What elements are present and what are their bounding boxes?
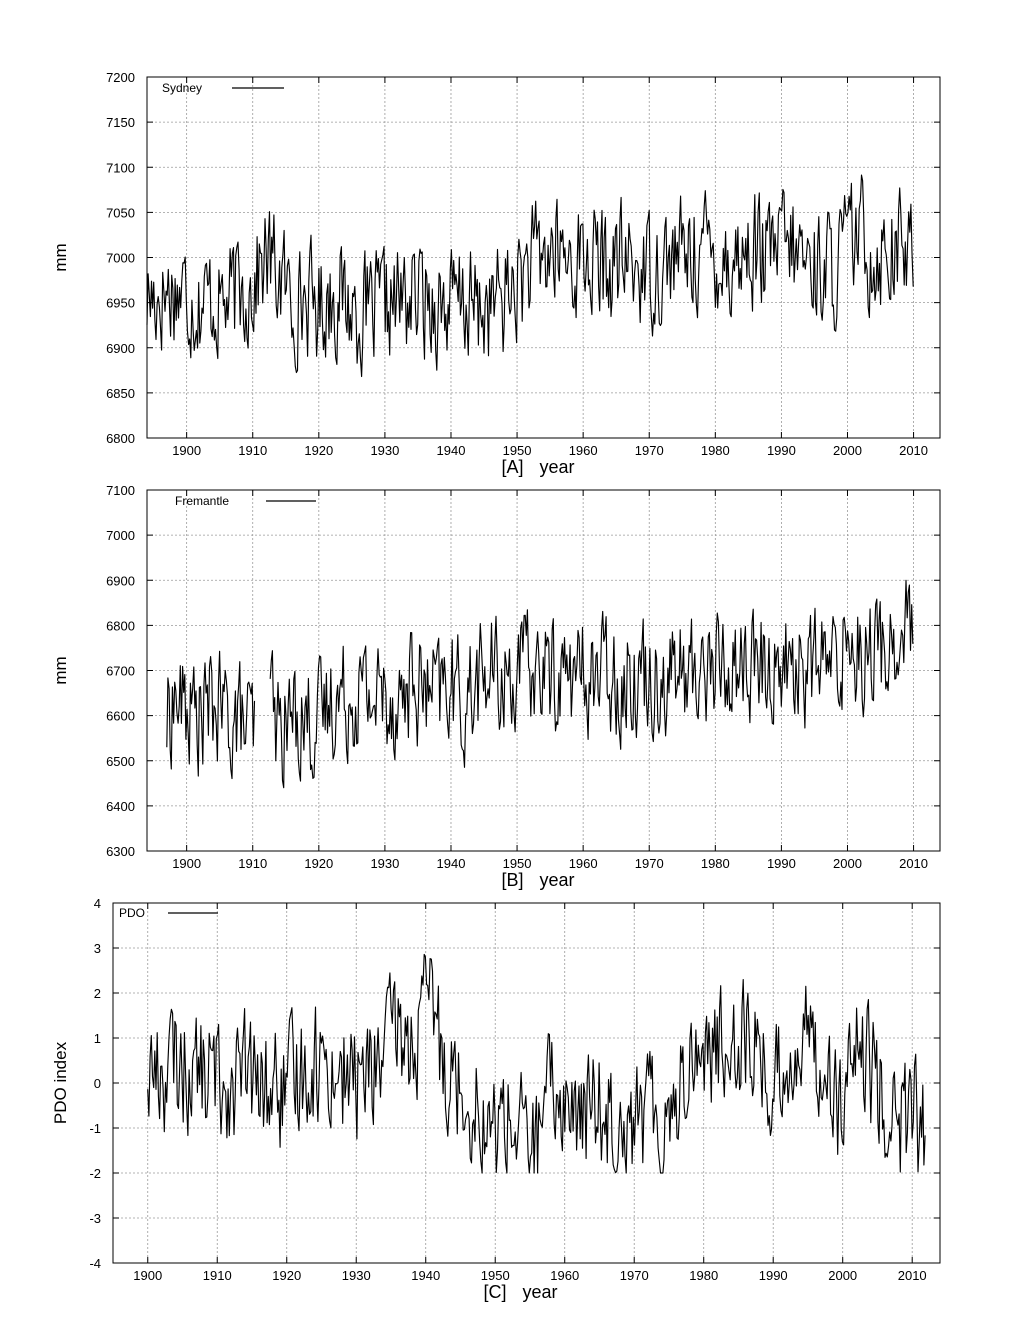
x-tick-label: 1920 [272,1268,301,1283]
panel-a-x-axis-label: year [540,457,575,477]
x-tick-label: 1920 [304,443,333,458]
x-tick-label: 1940 [437,856,466,871]
panel-b-ticks: 1900 1910 1920 1930 1940 1950 1960 1970 1980 1990… [106,483,940,871]
legend-label: Sydney [162,81,202,95]
y-tick-label: 2 [94,986,101,1001]
y-tick-label: 6900 [106,341,135,356]
y-tick-label: 7000 [106,528,135,543]
x-tick-label: 2010 [898,1268,927,1283]
fremantle-series-line [166,650,256,780]
x-tick-label: 2000 [828,1268,857,1283]
x-tick-label: 1980 [689,1268,718,1283]
y-tick-label: 6400 [106,799,135,814]
x-tick-label: 1970 [635,856,664,871]
x-tick-label: 1910 [238,856,267,871]
x-tick-label: 1940 [437,443,466,458]
x-tick-label: 1910 [238,443,267,458]
panel-b-tag: [B] [501,870,523,890]
x-tick-label: 1900 [133,1268,162,1283]
y-tick-label: 4 [94,896,101,911]
sydney-series-line [146,174,914,378]
x-tick-label: 2010 [899,443,928,458]
panel-b-legend: Fremantle [175,494,316,508]
y-tick-label: 6500 [106,754,135,769]
y-tick-label: 7200 [106,70,135,85]
y-tick-label: 7100 [106,160,135,175]
panel-c: 1900 1910 1920 1930 1940 1950 1960 1970 1980 1990… [51,896,941,1302]
y-tick-label: 1 [94,1031,101,1046]
panel-a-y-axis-label: mm [51,243,70,271]
x-tick-label: 1950 [503,856,532,871]
x-tick-label: 1990 [767,443,796,458]
x-tick-label: 1930 [370,443,399,458]
x-tick-label: 1930 [342,1268,371,1283]
y-tick-label: -4 [89,1256,101,1271]
y-tick-label: -1 [89,1121,101,1136]
y-tick-label: 6800 [106,618,135,633]
x-tick-label: 1930 [370,856,399,871]
panel-b: 1900 1910 1920 1930 1940 1950 1960 1970 1980 1990… [51,483,941,890]
x-tick-label: 1990 [759,1268,788,1283]
x-tick-label: 1980 [701,443,730,458]
x-tick-label: 1970 [620,1268,649,1283]
x-tick-label: 1900 [172,443,201,458]
x-tick-label: 2010 [899,856,928,871]
x-tick-label: 1910 [203,1268,232,1283]
x-tick-label: 1920 [304,856,333,871]
fremantle-series-line [269,579,914,789]
legend-label: PDO [119,906,145,920]
y-tick-label: 6850 [106,386,135,401]
x-tick-label: 1960 [550,1268,579,1283]
y-tick-label: 7050 [106,205,135,220]
panel-a-legend: Sydney [162,81,284,95]
x-tick-label: 1960 [569,443,598,458]
x-tick-label: 1970 [635,443,664,458]
panel-b-y-axis-label: mm [51,656,70,684]
y-tick-label: -3 [89,1211,101,1226]
y-tick-label: 6800 [106,431,135,446]
legend-label: Fremantle [175,494,229,508]
panel-a-tag: [A] [501,457,523,477]
panel-c-x-axis-label: year [523,1282,558,1302]
pdo-series-line [147,953,926,1174]
x-tick-label: 1990 [767,856,796,871]
x-tick-label: 1940 [411,1268,440,1283]
x-tick-label: 2000 [833,856,862,871]
y-tick-label: 7000 [106,251,135,266]
y-tick-label: 7150 [106,115,135,130]
panel-c-legend: PDO [119,906,218,920]
panel-b-x-axis-label: year [540,870,575,890]
y-tick-label: 6950 [106,296,135,311]
y-tick-label: 6300 [106,844,135,859]
x-tick-label: 1980 [701,856,730,871]
y-tick-label: 6600 [106,709,135,724]
x-tick-label: 1950 [481,1268,510,1283]
y-tick-label: 7100 [106,483,135,498]
y-tick-label: 3 [94,941,101,956]
panel-c-y-axis-label: PDO index [51,1041,70,1124]
panel-a-ticks: 1900 1910 1920 1930 1940 1950 1960 1970 1980 1990… [106,70,940,458]
panel-a: 1900 1910 1920 1930 1940 1950 1960 1970 1980 1990… [51,70,941,477]
x-tick-label: 1960 [569,856,598,871]
panel-c-ticks: 1900 1910 1920 1930 1940 1950 1960 1970 1980 1990… [89,896,940,1283]
x-tick-label: 1950 [503,443,532,458]
y-tick-label: 0 [94,1076,101,1091]
x-tick-label: 1900 [172,856,201,871]
panel-c-tag: [C] [483,1282,506,1302]
y-tick-label: 6700 [106,664,135,679]
y-tick-label: -2 [89,1166,101,1181]
y-tick-label: 6900 [106,573,135,588]
x-tick-label: 2000 [833,443,862,458]
